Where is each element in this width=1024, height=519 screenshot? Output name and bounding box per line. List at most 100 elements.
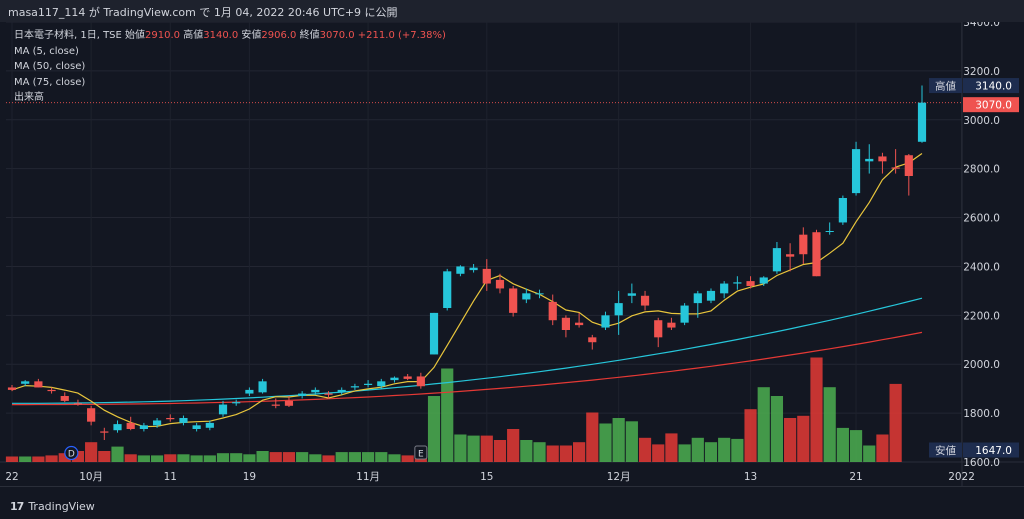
tradingview-brand[interactable]: 17 TradingView (10, 500, 95, 513)
candle-body[interactable] (218, 404, 228, 415)
candle-body[interactable] (561, 317, 571, 330)
earnings-marker-icon[interactable] (414, 445, 428, 460)
volume-bar (216, 453, 230, 462)
candle-body[interactable] (522, 293, 531, 300)
volume-bar (348, 452, 361, 462)
candle-body[interactable] (772, 248, 782, 272)
candle-body[interactable] (179, 418, 188, 423)
candle-body[interactable] (311, 389, 320, 393)
x-tick-label: 19 (243, 471, 256, 483)
candle-body[interactable] (284, 400, 294, 406)
candle-body[interactable] (363, 383, 373, 385)
candle-body[interactable] (100, 431, 109, 433)
candle-body[interactable] (456, 266, 465, 274)
candle-body[interactable] (851, 149, 861, 194)
legend-symbol[interactable]: 日本電子材料, 1日, TSE (14, 30, 122, 41)
candle-body[interactable] (403, 376, 412, 379)
candle-body[interactable] (812, 232, 821, 277)
legend-low-label: 安値 (241, 30, 262, 41)
volume-bar (5, 456, 19, 462)
legend-ma50[interactable]: MA (50, close) (14, 61, 86, 72)
candle-body[interactable] (693, 293, 702, 304)
y-tick-label: 2400.0 (963, 261, 1000, 273)
ma50-line (12, 297, 923, 404)
candle-body[interactable] (21, 381, 30, 384)
candle-body[interactable] (443, 271, 452, 308)
candle-body[interactable] (73, 403, 83, 405)
candle-body[interactable] (47, 389, 56, 392)
candle-body[interactable] (799, 234, 808, 255)
candle-body[interactable] (350, 386, 359, 388)
candle-body[interactable] (614, 303, 623, 316)
ma5-line (11, 153, 923, 428)
candle-body[interactable] (324, 393, 333, 395)
candle-body[interactable] (87, 408, 96, 422)
candle-body[interactable] (152, 420, 162, 426)
candle-body[interactable] (377, 381, 386, 387)
volume-bar (375, 452, 388, 462)
candle-body[interactable] (654, 320, 663, 338)
last-price-tag-value-bg (963, 97, 1019, 113)
candle-body[interactable] (706, 290, 716, 301)
candle-body[interactable] (917, 102, 927, 142)
legend-ma5[interactable]: MA (5, close) (14, 45, 79, 57)
candle-body[interactable] (416, 376, 425, 387)
volume-bar (718, 437, 731, 462)
candle-body[interactable] (113, 424, 122, 431)
candle-body[interactable] (891, 167, 900, 169)
legend-volume[interactable]: 出来高 (14, 92, 44, 103)
candle-body[interactable] (759, 277, 768, 284)
candle-body[interactable] (865, 158, 874, 162)
candle-body[interactable] (904, 155, 913, 176)
candle-body[interactable] (126, 422, 135, 429)
candle-body[interactable] (746, 281, 755, 286)
candle-body[interactable] (245, 389, 254, 394)
legend-low-value: 2906.0 (261, 30, 297, 41)
candle-body[interactable] (429, 312, 439, 355)
candle-body[interactable] (495, 279, 505, 289)
candle-body[interactable] (298, 393, 307, 396)
volume-bar (665, 433, 678, 462)
candle-body[interactable] (139, 425, 148, 429)
candle-body[interactable] (680, 305, 689, 323)
candle-body[interactable] (720, 283, 729, 294)
candle-body[interactable] (469, 267, 478, 271)
candle-body[interactable] (667, 322, 676, 328)
candle-body[interactable] (60, 396, 69, 401)
candle-body[interactable] (271, 404, 280, 406)
candle-body[interactable] (192, 425, 201, 429)
volume-bar (71, 451, 85, 462)
candle-body[interactable] (601, 315, 610, 328)
candle-body[interactable] (825, 231, 834, 232)
volume-bar (493, 440, 507, 462)
candle-body[interactable] (878, 156, 887, 162)
candle-body[interactable] (34, 381, 43, 388)
candle-body[interactable] (232, 402, 241, 404)
candle-body[interactable] (786, 254, 795, 257)
candle-body[interactable] (548, 301, 557, 321)
dividend-marker-icon[interactable] (64, 445, 79, 461)
candle-body[interactable] (166, 418, 175, 420)
volume-bar (889, 383, 902, 462)
volume-bar (849, 430, 863, 462)
candle-body[interactable] (258, 381, 267, 393)
candle-body[interactable] (575, 322, 584, 326)
candle-body[interactable] (482, 268, 491, 284)
candle-body[interactable] (205, 422, 214, 428)
candle-body[interactable] (390, 377, 399, 381)
candle-body[interactable] (7, 387, 17, 390)
y-tick-label: 1800.0 (963, 408, 1000, 420)
candle-body[interactable] (733, 282, 742, 284)
candle-body[interactable] (838, 198, 847, 223)
candle-body[interactable] (588, 337, 597, 343)
candle-body[interactable] (627, 293, 636, 296)
volume-bar (137, 455, 150, 462)
candle-body[interactable] (337, 389, 346, 393)
legend-high-value: 3140.0 (203, 30, 239, 41)
candle-body[interactable] (640, 295, 650, 306)
candle-body[interactable] (509, 288, 518, 313)
volume-bar (612, 418, 625, 462)
legend-ma75[interactable]: MA (75, close) (14, 76, 86, 88)
candle-body[interactable] (535, 293, 544, 295)
